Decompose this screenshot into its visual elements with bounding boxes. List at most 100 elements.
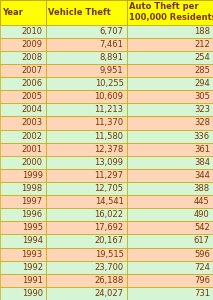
Text: 344: 344 [194, 171, 210, 180]
Bar [0, 287, 46, 300]
Bar [0, 77, 46, 90]
Text: 19,515: 19,515 [95, 250, 124, 259]
Bar [46, 261, 127, 274]
Bar [46, 116, 127, 130]
Bar [127, 142, 213, 156]
Bar [127, 156, 213, 169]
Bar [46, 103, 127, 116]
Text: 12,705: 12,705 [95, 184, 124, 193]
Bar [46, 221, 127, 234]
Bar [127, 103, 213, 116]
Text: 617: 617 [194, 236, 210, 245]
Text: 2008: 2008 [22, 53, 43, 62]
Text: 1999: 1999 [22, 171, 43, 180]
Bar [0, 274, 46, 287]
Text: Year: Year [3, 8, 23, 17]
Text: 328: 328 [194, 118, 210, 127]
Text: 2004: 2004 [22, 105, 43, 114]
Text: 2001: 2001 [22, 145, 43, 154]
Bar [127, 261, 213, 274]
Text: 20,167: 20,167 [94, 236, 124, 245]
Text: 1993: 1993 [22, 250, 43, 259]
Text: Auto Theft per
100,000 Residents: Auto Theft per 100,000 Residents [129, 2, 213, 22]
Bar [46, 208, 127, 221]
Text: 1996: 1996 [22, 210, 43, 219]
Text: 445: 445 [194, 197, 210, 206]
Bar [127, 248, 213, 261]
Text: 323: 323 [194, 105, 210, 114]
Text: 23,700: 23,700 [94, 263, 124, 272]
Text: 724: 724 [194, 263, 210, 272]
Text: 796: 796 [194, 276, 210, 285]
Text: 1992: 1992 [22, 263, 43, 272]
Text: 336: 336 [194, 132, 210, 141]
Bar [46, 195, 127, 208]
Bar [127, 64, 213, 77]
Text: 2005: 2005 [22, 92, 43, 101]
Bar [46, 287, 127, 300]
Bar [0, 51, 46, 64]
Text: 8,891: 8,891 [100, 53, 124, 62]
Text: 384: 384 [194, 158, 210, 167]
Text: 11,297: 11,297 [95, 171, 124, 180]
Bar [46, 0, 127, 25]
Text: 6,707: 6,707 [99, 27, 124, 36]
Text: 1997: 1997 [22, 197, 43, 206]
Text: 2009: 2009 [22, 40, 43, 49]
Text: 1995: 1995 [22, 224, 43, 232]
Bar [46, 90, 127, 103]
Text: 26,188: 26,188 [94, 276, 124, 285]
Bar [0, 182, 46, 195]
Text: 11,213: 11,213 [95, 105, 124, 114]
Bar [127, 287, 213, 300]
Text: 188: 188 [194, 27, 210, 36]
Text: 1990: 1990 [22, 289, 43, 298]
Text: 24,027: 24,027 [95, 289, 124, 298]
Text: 11,370: 11,370 [94, 118, 124, 127]
Bar [127, 234, 213, 248]
Text: 9,951: 9,951 [100, 66, 124, 75]
Bar [0, 248, 46, 261]
Bar [0, 169, 46, 182]
Text: 10,609: 10,609 [95, 92, 124, 101]
Text: 12,378: 12,378 [94, 145, 124, 154]
Bar [46, 25, 127, 38]
Bar [0, 261, 46, 274]
Bar [127, 195, 213, 208]
Bar [0, 64, 46, 77]
Bar [0, 90, 46, 103]
Text: 361: 361 [194, 145, 210, 154]
Bar [0, 208, 46, 221]
Bar [0, 156, 46, 169]
Bar [127, 130, 213, 142]
Bar [46, 182, 127, 195]
Bar [127, 116, 213, 130]
Bar [46, 156, 127, 169]
Bar [0, 221, 46, 234]
Bar [127, 77, 213, 90]
Bar [0, 38, 46, 51]
Bar [127, 274, 213, 287]
Text: 17,692: 17,692 [94, 224, 124, 232]
Text: 2010: 2010 [22, 27, 43, 36]
Bar [0, 0, 46, 25]
Text: 14,541: 14,541 [95, 197, 124, 206]
Bar [127, 182, 213, 195]
Bar [0, 116, 46, 130]
Bar [46, 248, 127, 261]
Bar [127, 221, 213, 234]
Text: 1991: 1991 [22, 276, 43, 285]
Text: 7,461: 7,461 [100, 40, 124, 49]
Bar [127, 38, 213, 51]
Bar [0, 103, 46, 116]
Text: Vehicle Theft: Vehicle Theft [48, 8, 111, 17]
Bar [46, 169, 127, 182]
Bar [46, 51, 127, 64]
Bar [127, 51, 213, 64]
Text: 285: 285 [194, 66, 210, 75]
Text: 10,255: 10,255 [95, 79, 124, 88]
Text: 542: 542 [194, 224, 210, 232]
Text: 254: 254 [194, 53, 210, 62]
Bar [46, 130, 127, 142]
Text: 2002: 2002 [22, 132, 43, 141]
